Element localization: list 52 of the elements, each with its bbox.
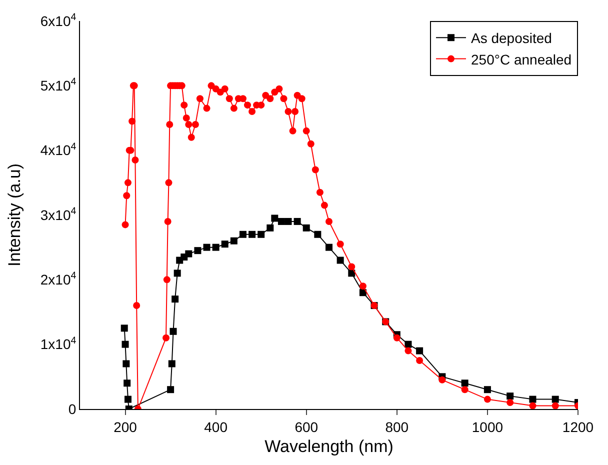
- point: [122, 340, 129, 348]
- point: [416, 347, 424, 354]
- x-tick-label: 600: [294, 418, 318, 435]
- point: [258, 230, 265, 238]
- x-axis-title: Wavelength (nm): [264, 437, 394, 456]
- point: [194, 247, 202, 254]
- point: [203, 244, 210, 251]
- y-tick-label: 5x10$^{4}$: [40, 76, 77, 94]
- point: [302, 224, 310, 232]
- x-tick-label: 200: [114, 418, 138, 435]
- point: [168, 360, 176, 368]
- legend-label: As deposited: [471, 30, 552, 46]
- point: [185, 250, 192, 258]
- point: [266, 224, 274, 232]
- point: [172, 296, 179, 303]
- point: [506, 392, 514, 400]
- point: [326, 244, 332, 251]
- point: [484, 386, 491, 394]
- point: [167, 386, 174, 394]
- point: [248, 230, 256, 238]
- point: [552, 396, 559, 403]
- point: [461, 380, 468, 387]
- point: [124, 396, 132, 403]
- point: [336, 256, 344, 264]
- point: [212, 244, 220, 251]
- point: [124, 380, 131, 387]
- point: [529, 396, 536, 403]
- point: [314, 230, 322, 238]
- y-tick-label: 6x10$^{4}$: [40, 12, 77, 29]
- y-axis-title: Intensity (a.u): [4, 164, 24, 266]
- x-tick-label: 1000: [472, 418, 504, 435]
- point: [120, 324, 128, 332]
- y-tick-label: 4x10$^{4}$: [40, 141, 77, 158]
- point: [122, 360, 130, 368]
- point: [271, 214, 278, 222]
- point: [404, 340, 412, 348]
- legend-label: 250°C annealed: [471, 51, 572, 68]
- x-tick-label: 800: [385, 418, 409, 435]
- point: [239, 230, 246, 238]
- point: [174, 270, 181, 277]
- point: [284, 218, 292, 225]
- point: [230, 237, 238, 244]
- point: [170, 328, 177, 335]
- point: [278, 218, 285, 225]
- y-tick-label: 3x10$^{4}$: [40, 206, 77, 223]
- x-tick-label: 400: [204, 418, 228, 435]
- y-tick-label: 1x10$^{4}$: [40, 335, 77, 352]
- x-tick-label: 1200: [562, 418, 594, 435]
- point: [221, 240, 228, 248]
- y-tick-label: 0: [68, 400, 76, 417]
- point: [294, 218, 301, 225]
- y-tick-label: 2x10$^{4}$: [40, 270, 77, 288]
